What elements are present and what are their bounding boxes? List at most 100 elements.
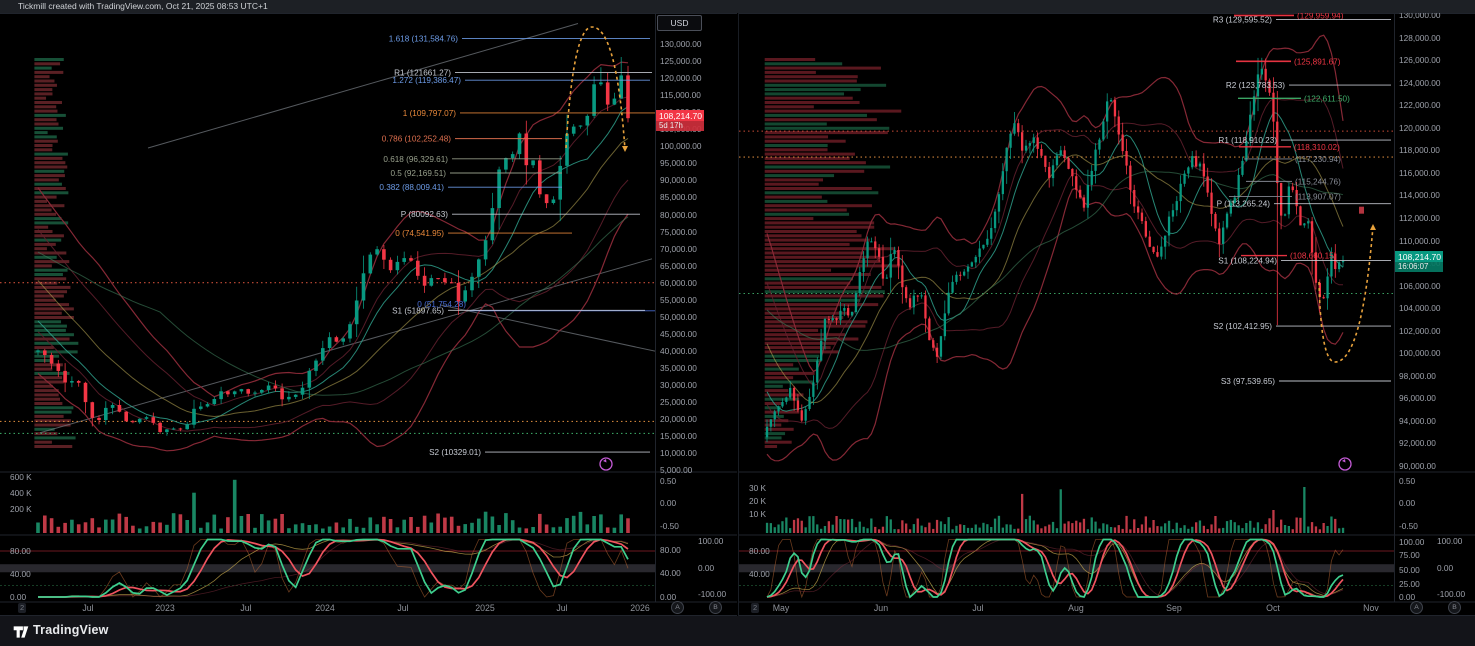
time-axis-label[interactable]: Aug [1068,603,1084,613]
price-level-label: (117,230.94) [1295,155,1341,164]
volume-profile [34,58,79,448]
price-level-label: (118,310.02) [1294,143,1340,152]
price-tick: 104,000.00 [1399,303,1441,314]
chart-panel-right[interactable]: (129,959.94) R3 (129,595.52) (125,891.67) R… [738,0,1475,616]
bottom-toolbar: TradingView [0,616,1475,646]
osc-inner-tick: 100.00 [1399,537,1425,547]
time-axis-label[interactable]: Jun [873,603,889,613]
order-marker[interactable] [1359,206,1364,214]
price-tick: 110,000.00 [1399,235,1440,246]
time-axis-label[interactable]: Jul [240,603,252,613]
projection-path[interactable] [565,26,626,151]
time-axis-label[interactable]: Oct [1266,603,1280,613]
time-axis-label[interactable]: 2026 [630,603,650,613]
price-tick: 20,000.00 [660,414,697,425]
trendline[interactable] [39,258,653,434]
volume-scale-tick: 600 K [10,472,32,482]
time-axis-label[interactable]: 2023 [155,603,175,613]
scale-badge-b: B [709,601,722,614]
currency-button[interactable]: USD [657,15,702,31]
price-tick: 130,000.00 [660,39,702,49]
price-tick: 106,000.00 [1399,280,1441,291]
price-level-label: S2 (102,412.95) [1213,322,1272,331]
last-price-countdown: 5d 17h [656,121,704,131]
chart-canvas-right[interactable]: (129,959.94) R3 (129,595.52) (125,891.67) R… [739,0,1475,616]
price-level-label: R1 (118,910.23) [1218,136,1277,145]
volume-scale-tick: 30 K [749,483,767,493]
osc-inner-tick: 50.00 [1399,565,1420,575]
price-tick: 120,000.00 [1399,122,1441,133]
price-level-label: P (80092.63) [401,210,448,219]
price-tick: 122,000.00 [1399,100,1441,111]
time-axis-label[interactable]: Jul [82,603,94,613]
volume-profile [764,58,902,448]
chart-canvas-left[interactable]: 1.618 (131,584.76) R1 (121661.27)1.272 (1… [0,0,737,616]
trendline[interactable] [147,23,579,149]
price-tick: 35,000.00 [660,362,697,373]
indicator-bands [766,34,1344,462]
volume-subscale-tick: 0.00 [660,498,677,508]
price-tick: 70,000.00 [660,243,697,254]
time-axis-label[interactable]: May [772,603,790,613]
price-tick: 30,000.00 [660,380,697,390]
chart-panel-left[interactable]: 1.618 (131,584.76) R1 (121661.27) 1.272 (1… [0,0,737,616]
last-price-value: 108,214.70 [1395,251,1443,262]
time-axis-label[interactable]: Sep [1166,603,1182,613]
price-tick: 95,000.00 [660,158,697,169]
price-level-label: 0.618 (96,329.61) [383,155,448,164]
volume-subscale-tick: -0.50 [1399,521,1418,531]
price-tick: 5,000.00 [660,465,693,476]
price-level-label: R1 (121661.27) [394,68,451,77]
osc-scale-tick: 0.00 [10,592,27,602]
osc-outer-tick: 100.00 [698,536,724,546]
volume-subscale-tick: 0.50 [660,476,677,486]
refresh-icon[interactable] [1338,457,1352,471]
projection-path[interactable] [1318,225,1374,363]
price-level-label: (113,907.07) [1295,192,1341,201]
tradingview-wordmark[interactable]: TradingView [33,623,109,637]
header-bar: Tickmill created with TradingView.com, O… [0,0,1475,13]
price-level-label: 0.382 (88,009.41) [379,183,444,192]
price-tick: 40,000.00 [660,345,697,356]
price-tick: 90,000.00 [660,175,697,186]
osc-inner-tick: 75.00 [1399,550,1420,560]
price-tick: 100,000.00 [1399,348,1441,359]
price-tick: 75,000.00 [660,226,697,237]
price-level-label: (129,959.94) [1297,11,1344,20]
osc-outer-tick: -100.00 [1437,589,1466,599]
indicator-bands [37,61,629,452]
volume-scale-tick: 400 K [10,488,32,498]
osc-outer-tick: -100.00 [698,589,727,599]
price-tick: 65,000.00 [660,260,697,271]
price-level-label: P (113,265.24) [1217,200,1271,209]
time-axis-label[interactable]: Jul [397,603,409,613]
tradingview-logo-icon[interactable] [12,623,30,641]
price-tick: 80,000.00 [660,209,697,220]
time-axis-badge: 2 [751,603,760,613]
trendline[interactable] [439,304,657,352]
price-level-label: 0.786 (102,252.48) [382,135,451,144]
refresh-icon[interactable] [599,457,613,471]
volume-scale-tick: 10 K [749,509,767,519]
last-price-countdown: 16:06:07 [1395,262,1443,272]
osc-outer-tick: 0.00 [1437,563,1454,573]
price-level-label: 0 (51,754.28) [417,300,466,309]
time-axis-label[interactable]: 2024 [315,603,335,613]
osc-outer-tick: 0.00 [698,563,715,573]
projection-arrowhead [1370,224,1376,230]
osc-scale-tick: 80.00 [749,546,770,556]
time-axis-label[interactable]: Jul [972,603,984,613]
time-axis-label[interactable]: Nov [1363,603,1379,613]
price-tick: 85,000.00 [660,192,697,203]
volume-pane [765,487,1345,533]
price-level-label: 1.272 (119,386.47) [392,76,461,85]
price-tick: 50,000.00 [660,311,697,322]
time-axis-label[interactable]: Jul [556,603,568,613]
osc-inner-tick: 0.00 [660,592,677,602]
candlestick-series [765,57,1345,443]
time-axis-label[interactable]: 2025 [475,603,495,613]
osc-inner-tick: 25.00 [1399,579,1420,589]
price-tick: 94,000.00 [1399,415,1436,426]
volume-subscale-tick: -0.50 [660,521,679,531]
